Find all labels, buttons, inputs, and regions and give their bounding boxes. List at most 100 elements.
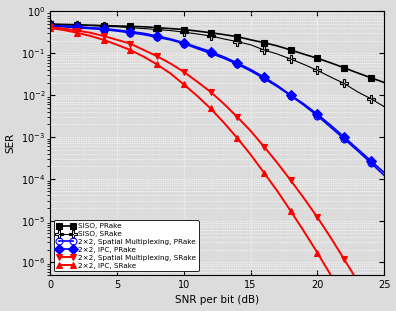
2×2, Spatial Multiplexing, SRake	[155, 54, 160, 58]
SISO, PRake	[195, 29, 200, 33]
2×2, IPC, SRake	[208, 107, 213, 110]
2×2, Spatial Multiplexing, SRake	[248, 129, 253, 133]
2×2, IPC, SRake	[275, 189, 280, 193]
SISO, PRake	[235, 35, 240, 39]
2×2, IPC, SRake	[74, 31, 79, 35]
SISO, SRake	[155, 28, 160, 31]
2×2, IPC, SRake	[181, 83, 186, 86]
SISO, SRake	[235, 40, 240, 44]
2×2, Spatial Multiplexing, SRake	[168, 62, 173, 65]
2×2, IPC, PRake	[155, 34, 160, 38]
2×2, IPC, PRake	[195, 45, 200, 49]
2×2, Spatial Multiplexing, PRake	[195, 47, 200, 50]
2×2, Spatial Multiplexing, PRake	[315, 114, 320, 118]
2×2, Spatial Multiplexing, PRake	[382, 174, 386, 177]
SISO, SRake	[328, 75, 333, 79]
2×2, IPC, SRake	[315, 251, 320, 255]
2×2, IPC, PRake	[74, 25, 79, 29]
SISO, SRake	[114, 25, 119, 29]
2×2, Spatial Multiplexing, SRake	[74, 29, 79, 32]
SISO, SRake	[315, 68, 320, 72]
SISO, SRake	[262, 48, 267, 52]
SISO, SRake	[382, 105, 386, 109]
2×2, Spatial Multiplexing, PRake	[368, 161, 373, 165]
2×2, IPC, PRake	[48, 24, 53, 27]
2×2, Spatial Multiplexing, PRake	[262, 77, 267, 80]
2×2, IPC, PRake	[128, 30, 133, 34]
2×2, Spatial Multiplexing, PRake	[302, 104, 307, 107]
2×2, IPC, SRake	[288, 209, 293, 213]
2×2, IPC, SRake	[328, 273, 333, 277]
SISO, PRake	[114, 24, 119, 28]
2×2, Spatial Multiplexing, PRake	[168, 38, 173, 42]
SISO, PRake	[302, 52, 307, 56]
SISO, SRake	[221, 37, 226, 41]
SISO, PRake	[208, 31, 213, 35]
2×2, Spatial Multiplexing, PRake	[48, 25, 53, 28]
2×2, Spatial Multiplexing, PRake	[342, 137, 346, 141]
SISO, PRake	[101, 24, 106, 27]
2×2, IPC, SRake	[248, 153, 253, 156]
SISO, SRake	[128, 26, 133, 30]
2×2, Spatial Multiplexing, SRake	[221, 102, 226, 106]
2×2, IPC, PRake	[368, 159, 373, 163]
2×2, Spatial Multiplexing, SRake	[128, 42, 133, 45]
2×2, IPC, PRake	[248, 67, 253, 71]
2×2, IPC, PRake	[168, 37, 173, 41]
SISO, SRake	[275, 52, 280, 56]
2×2, IPC, SRake	[61, 28, 66, 32]
2×2, Spatial Multiplexing, SRake	[288, 179, 293, 182]
2×2, IPC, SRake	[195, 94, 200, 98]
2×2, Spatial Multiplexing, PRake	[61, 25, 66, 29]
SISO, SRake	[288, 57, 293, 61]
SISO, PRake	[88, 23, 93, 27]
2×2, Spatial Multiplexing, PRake	[248, 69, 253, 73]
2×2, Spatial Multiplexing, PRake	[141, 33, 146, 36]
2×2, Spatial Multiplexing, PRake	[355, 149, 360, 152]
2×2, IPC, PRake	[61, 24, 66, 28]
SISO, PRake	[368, 76, 373, 80]
2×2, IPC, PRake	[262, 75, 267, 79]
SISO, SRake	[195, 32, 200, 36]
SISO, PRake	[155, 26, 160, 30]
SISO, PRake	[74, 23, 79, 27]
2×2, Spatial Multiplexing, SRake	[101, 34, 106, 38]
2×2, IPC, PRake	[302, 102, 307, 106]
2×2, IPC, PRake	[288, 93, 293, 97]
2×2, Spatial Multiplexing, PRake	[155, 35, 160, 39]
SISO, SRake	[181, 30, 186, 34]
2×2, Spatial Multiplexing, SRake	[315, 216, 320, 219]
2×2, IPC, PRake	[342, 135, 346, 139]
SISO, SRake	[101, 25, 106, 28]
2×2, IPC, PRake	[315, 112, 320, 116]
SISO, SRake	[88, 24, 93, 27]
2×2, IPC, SRake	[342, 296, 346, 300]
2×2, Spatial Multiplexing, SRake	[275, 161, 280, 165]
2×2, IPC, SRake	[168, 72, 173, 75]
2×2, Spatial Multiplexing, PRake	[88, 27, 93, 30]
2×2, Spatial Multiplexing, PRake	[101, 28, 106, 31]
2×2, IPC, PRake	[181, 41, 186, 44]
Line: 2×2, Spatial Multiplexing, SRake: 2×2, Spatial Multiplexing, SRake	[47, 24, 388, 311]
2×2, Spatial Multiplexing, SRake	[114, 38, 119, 42]
2×2, Spatial Multiplexing, SRake	[368, 302, 373, 306]
2×2, Spatial Multiplexing, PRake	[128, 31, 133, 35]
Legend: SISO, PRake, SISO, SRake, 2×2, Spatial Multiplexing, PRake, 2×2, IPC, PRake, 2×2: SISO, PRake, SISO, SRake, 2×2, Spatial M…	[54, 220, 198, 272]
2×2, IPC, PRake	[275, 84, 280, 87]
2×2, Spatial Multiplexing, SRake	[141, 48, 146, 52]
SISO, PRake	[128, 25, 133, 28]
2×2, IPC, SRake	[101, 38, 106, 42]
2×2, IPC, SRake	[221, 121, 226, 124]
2×2, IPC, PRake	[221, 55, 226, 59]
SISO, PRake	[342, 66, 346, 70]
Line: 2×2, IPC, PRake: 2×2, IPC, PRake	[47, 22, 388, 176]
2×2, Spatial Multiplexing, SRake	[208, 90, 213, 94]
2×2, Spatial Multiplexing, PRake	[181, 42, 186, 45]
SISO, PRake	[221, 33, 226, 36]
2×2, IPC, SRake	[48, 26, 53, 30]
2×2, Spatial Multiplexing, SRake	[235, 115, 240, 119]
SISO, SRake	[74, 23, 79, 27]
SISO, PRake	[382, 81, 386, 84]
2×2, Spatial Multiplexing, PRake	[328, 125, 333, 129]
Line: 2×2, Spatial Multiplexing, PRake: 2×2, Spatial Multiplexing, PRake	[47, 23, 388, 179]
